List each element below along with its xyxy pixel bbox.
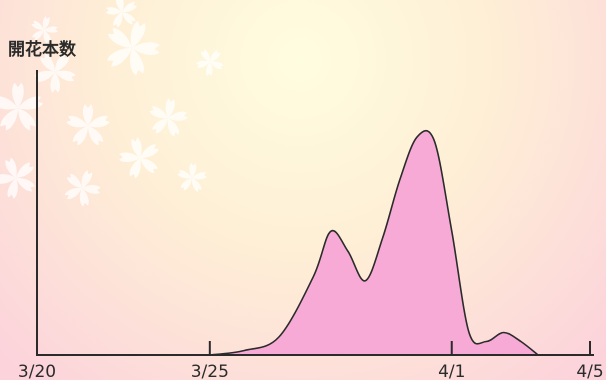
plot-area <box>209 129 539 356</box>
x-tick-label: 4/1 <box>438 362 465 380</box>
bloom-curve-0 <box>209 129 539 356</box>
x-tick-label: 4/5 <box>576 362 603 380</box>
x-tick-label: 3/20 <box>18 362 56 380</box>
x-tick-label: 3/25 <box>191 362 229 380</box>
x-axis-ticks: 3/20 3/25 4/1 4/5 <box>18 341 604 380</box>
bloom-area-0 <box>209 130 539 355</box>
y-axis-label: 開花本数 <box>8 39 77 60</box>
